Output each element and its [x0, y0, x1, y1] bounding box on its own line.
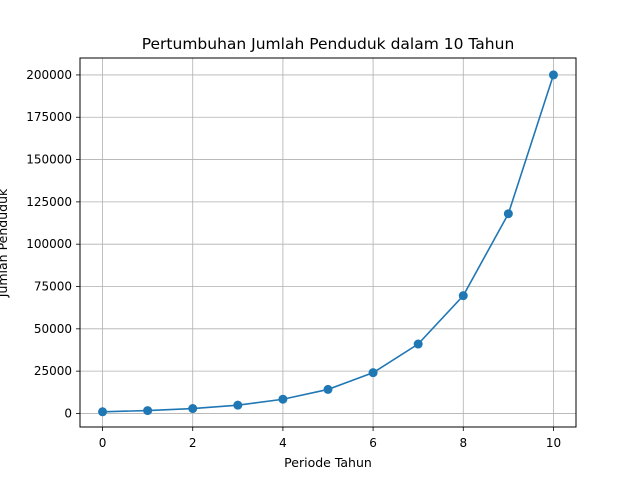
x-axis-label: Periode Tahun — [284, 455, 372, 470]
y-tick-label: 50000 — [34, 322, 72, 336]
data-point — [278, 394, 288, 404]
x-tick-label: 10 — [546, 436, 561, 450]
data-point — [368, 368, 378, 378]
series-group — [98, 70, 558, 417]
x-tick-label: 8 — [459, 436, 467, 450]
data-point — [188, 404, 198, 414]
data-point — [323, 384, 333, 394]
data-point — [98, 407, 108, 417]
data-point — [503, 209, 513, 219]
x-tick-label: 6 — [369, 436, 377, 450]
series-line — [102, 74, 555, 413]
data-point — [548, 70, 558, 80]
grid — [80, 58, 576, 427]
data-point — [413, 339, 423, 349]
x-tick-label: 4 — [279, 436, 287, 450]
data-point — [458, 291, 468, 301]
y-tick-label: 100000 — [26, 237, 72, 251]
y-axis-label: Jumlah Penduduk — [0, 188, 10, 298]
x-tick-label: 2 — [189, 436, 197, 450]
y-tick-label: 25000 — [34, 364, 72, 378]
y-tick-label: 0 — [64, 406, 72, 420]
chart-title: Pertumbuhan Jumlah Penduduk dalam 10 Tah… — [142, 35, 515, 53]
data-point — [233, 400, 243, 410]
y-tick-label: 200000 — [26, 68, 72, 82]
y-tick-label: 150000 — [26, 153, 72, 167]
data-point — [143, 406, 153, 416]
plot-frame — [79, 57, 577, 428]
y-tick-label: 75000 — [34, 280, 72, 294]
y-tick-label: 175000 — [26, 110, 72, 124]
y-tick-label: 125000 — [26, 195, 72, 209]
x-tick-label: 0 — [99, 436, 107, 450]
ticks: 0 2 4 6 8 10 0 25000 50000 75000 100000 125000 15000… — [26, 68, 561, 450]
